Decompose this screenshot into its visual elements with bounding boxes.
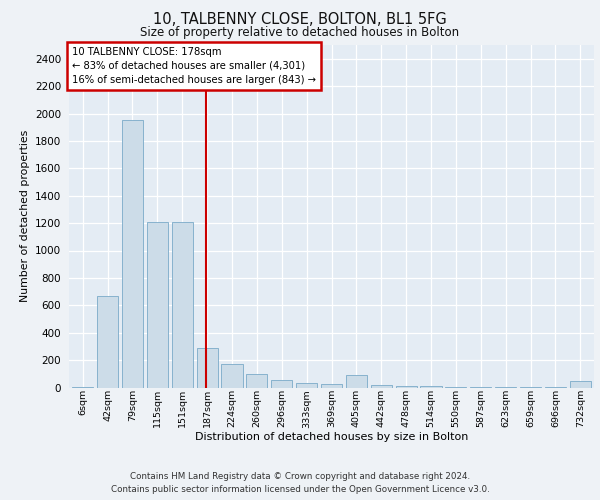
Bar [520,387,541,388]
Bar [395,386,417,388]
Bar [346,375,367,388]
Text: Contains HM Land Registry data © Crown copyright and database right 2024.
Contai: Contains HM Land Registry data © Crown c… [110,472,490,494]
Bar [495,387,516,388]
Y-axis label: Number of detached properties: Number of detached properties [20,130,29,302]
Text: 10, TALBENNY CLOSE, BOLTON, BL1 5FG: 10, TALBENNY CLOSE, BOLTON, BL1 5FG [153,12,447,26]
Bar [197,348,218,388]
Bar [97,296,118,388]
Bar [72,387,93,388]
Bar [246,374,268,388]
Bar [445,387,466,388]
Bar [271,380,292,388]
X-axis label: Distribution of detached houses by size in Bolton: Distribution of detached houses by size … [195,432,468,442]
Bar [172,222,193,388]
Bar [321,384,342,388]
Text: 10 TALBENNY CLOSE: 178sqm
← 83% of detached houses are smaller (4,301)
16% of se: 10 TALBENNY CLOSE: 178sqm ← 83% of detac… [71,46,316,84]
Text: Size of property relative to detached houses in Bolton: Size of property relative to detached ho… [140,26,460,39]
Bar [296,384,317,388]
Bar [147,222,168,388]
Bar [545,387,566,388]
Bar [570,381,591,388]
Bar [421,386,442,388]
Bar [470,387,491,388]
Bar [221,364,242,388]
Bar [122,120,143,388]
Bar [371,386,392,388]
